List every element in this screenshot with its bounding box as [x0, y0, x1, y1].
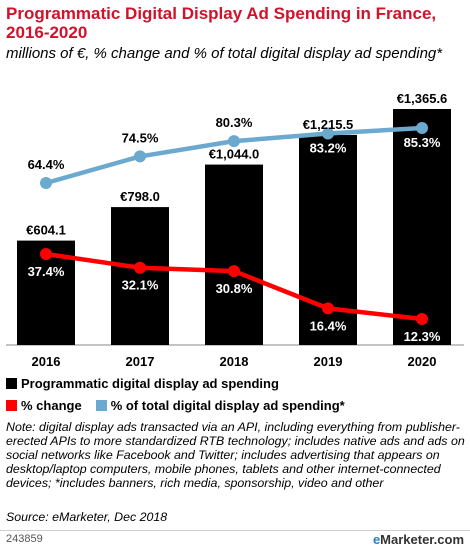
share-point-2018: [228, 135, 240, 148]
share-value-label-2016: 64.4%: [28, 157, 65, 172]
bar-value-label-2019: €1,215.5: [303, 117, 354, 132]
chart-subtitle: millions of €, % change and % of total d…: [6, 45, 443, 62]
share-line-series: [40, 122, 428, 189]
share-point-2016: [40, 177, 52, 189]
change-value-label-2017: 32.1%: [122, 278, 159, 293]
chart-title: Programmatic Digital Display Ad Spending…: [6, 4, 437, 42]
share-point-2020: [416, 122, 428, 134]
chart-note: Note: digital display ads transacted via…: [6, 420, 465, 490]
change-value-label-2018: 30.8%: [216, 281, 253, 296]
change-value-label-2020: 12.3%: [404, 329, 441, 344]
share-value-label-2020: 85.3%: [404, 135, 441, 150]
x-tick-label-2018: 2018: [220, 354, 249, 369]
x-tick-label-2017: 2017: [126, 354, 155, 369]
change-point-2019: [322, 302, 334, 315]
change-point-2016: [40, 248, 52, 260]
x-tick-label-2016: 2016: [32, 354, 61, 369]
brand-logo[interactable]: eMarketer.com: [373, 532, 464, 547]
change-point-2018: [228, 265, 240, 278]
bar-value-label-2017: €798.0: [120, 189, 160, 204]
legend-row-2: % change % of total digital display ad sp…: [6, 398, 345, 414]
brand-logo-suffix: .com: [433, 532, 464, 547]
change-point-2017: [134, 261, 146, 274]
bar-2018: [205, 164, 263, 345]
chart-source: Source: eMarketer, Dec 2018: [6, 510, 168, 524]
x-axis-ticks: 2016 2017 2018 2019 2020: [32, 354, 437, 369]
share-value-label-2017: 74.5%: [122, 130, 159, 145]
legend-swatch-bars: [6, 378, 17, 389]
legend-label-share: % of total digital display ad spending*: [110, 398, 345, 413]
legend-label-change: % change: [21, 398, 82, 413]
share-point-2019: [322, 127, 334, 140]
legend-swatch-share: [95, 400, 107, 411]
legend-row-1: Programmatic digital display ad spending: [6, 376, 279, 392]
legend-label-bars: Programmatic digital display ad spending: [21, 376, 279, 391]
bar-series: [17, 109, 451, 345]
chart-id: 243859: [6, 533, 43, 545]
share-value-label-2018: 80.3%: [216, 115, 253, 130]
share-value-label-2019: 83.2%: [310, 141, 347, 156]
brand-logo-e: e: [372, 532, 381, 547]
bar-2017: [111, 207, 169, 345]
bar-value-label-2020: €1,365.6: [397, 91, 448, 106]
change-point-2020: [416, 313, 428, 325]
data-labels: €604.1 €798.0 €1,044.0 €1,215.5 €1,365.6 64.4…: [26, 91, 447, 344]
footer: 243859 eMarketer.com: [0, 530, 470, 549]
x-tick-label-2020: 2020: [408, 354, 437, 369]
x-tick-label-2019: 2019: [314, 354, 343, 369]
bar-2020: [393, 109, 451, 345]
change-value-label-2016: 37.4%: [28, 264, 65, 279]
bar-value-label-2016: €604.1: [26, 223, 66, 238]
change-line-series: [40, 248, 428, 325]
bar-value-label-2018: €1,044.0: [209, 147, 260, 162]
share-point-2017: [134, 150, 146, 163]
legend-swatch-change: [6, 400, 17, 411]
brand-logo-name: Marketer: [380, 532, 434, 547]
change-value-label-2019: 16.4%: [310, 318, 347, 333]
